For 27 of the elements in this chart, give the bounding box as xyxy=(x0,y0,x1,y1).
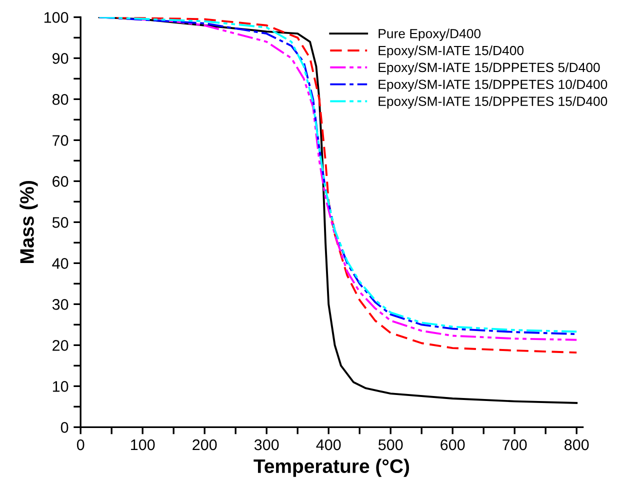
y-tick-label: 0 xyxy=(60,422,68,433)
y-tick-label: 50 xyxy=(52,217,68,228)
y-tick-label: 70 xyxy=(52,135,68,146)
y-axis-title: Mass (%) xyxy=(20,181,38,264)
legend-label: Epoxy/SM-IATE 15/DPPETES 10/D400 xyxy=(378,79,608,92)
x-tick-label: 800 xyxy=(564,439,589,450)
y-tick-label: 90 xyxy=(52,53,68,64)
x-tick-label: 700 xyxy=(502,439,527,450)
y-tick-label: 80 xyxy=(52,94,68,105)
legend-label: Epoxy/SM-IATE 15/DPPETES 5/D400 xyxy=(378,62,600,75)
y-tick-label: 40 xyxy=(52,258,68,269)
y-tick-label: 100 xyxy=(44,12,68,23)
legend-label: Epoxy/SM-IATE 15/DPPETES 15/D400 xyxy=(378,96,608,109)
x-tick-label: 300 xyxy=(254,439,279,450)
x-tick-label: 100 xyxy=(131,439,155,450)
x-axis-title: Temperature (°C) xyxy=(254,458,409,477)
x-tick-label: 200 xyxy=(192,439,217,450)
y-tick-label: 10 xyxy=(52,381,68,392)
x-tick-label: 400 xyxy=(316,439,341,450)
legend-label: Epoxy/SM-IATE 15/D400 xyxy=(378,46,524,58)
x-tick-label: 600 xyxy=(440,439,465,450)
x-tick-label: 0 xyxy=(76,439,84,450)
y-tick-label: 30 xyxy=(52,299,68,310)
x-tick-label: 500 xyxy=(378,439,403,450)
legend-label: Pure Epoxy/D400 xyxy=(378,28,481,41)
y-tick-label: 20 xyxy=(52,340,68,351)
y-tick-label: 60 xyxy=(52,176,68,187)
